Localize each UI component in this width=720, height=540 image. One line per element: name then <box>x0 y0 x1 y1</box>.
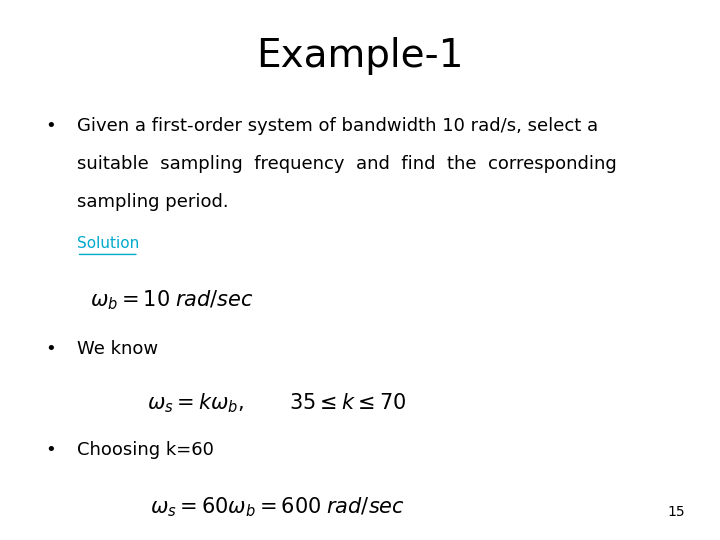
Text: We know: We know <box>76 340 158 358</box>
Text: suitable  sampling  frequency  and  find  the  corresponding: suitable sampling frequency and find the… <box>76 155 616 173</box>
Text: 15: 15 <box>667 505 685 519</box>
Text: $\omega_b = 10 \; \mathit{rad/sec}$: $\omega_b = 10 \; \mathit{rad/sec}$ <box>91 288 254 312</box>
Text: Example-1: Example-1 <box>256 37 464 75</box>
Text: $\omega_s = k\omega_b, \qquad 35 \leq k \leq 70$: $\omega_s = k\omega_b, \qquad 35 \leq k … <box>148 392 407 415</box>
Text: $\omega_s = 60\omega_b = 600 \; \mathit{rad/sec}$: $\omega_s = 60\omega_b = 600 \; \mathit{… <box>150 496 405 519</box>
Text: •: • <box>45 441 56 459</box>
Text: •: • <box>45 340 56 358</box>
Text: sampling period.: sampling period. <box>76 193 228 211</box>
Text: Solution: Solution <box>76 237 139 251</box>
Text: •: • <box>45 117 56 135</box>
Text: Given a first-order system of bandwidth 10 rad/s, select a: Given a first-order system of bandwidth … <box>76 117 598 135</box>
Text: Choosing k=60: Choosing k=60 <box>76 441 214 459</box>
